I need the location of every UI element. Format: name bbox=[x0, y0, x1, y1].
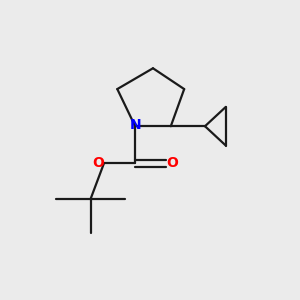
Text: O: O bbox=[167, 156, 178, 170]
Text: N: N bbox=[129, 118, 141, 132]
Text: O: O bbox=[92, 156, 104, 170]
